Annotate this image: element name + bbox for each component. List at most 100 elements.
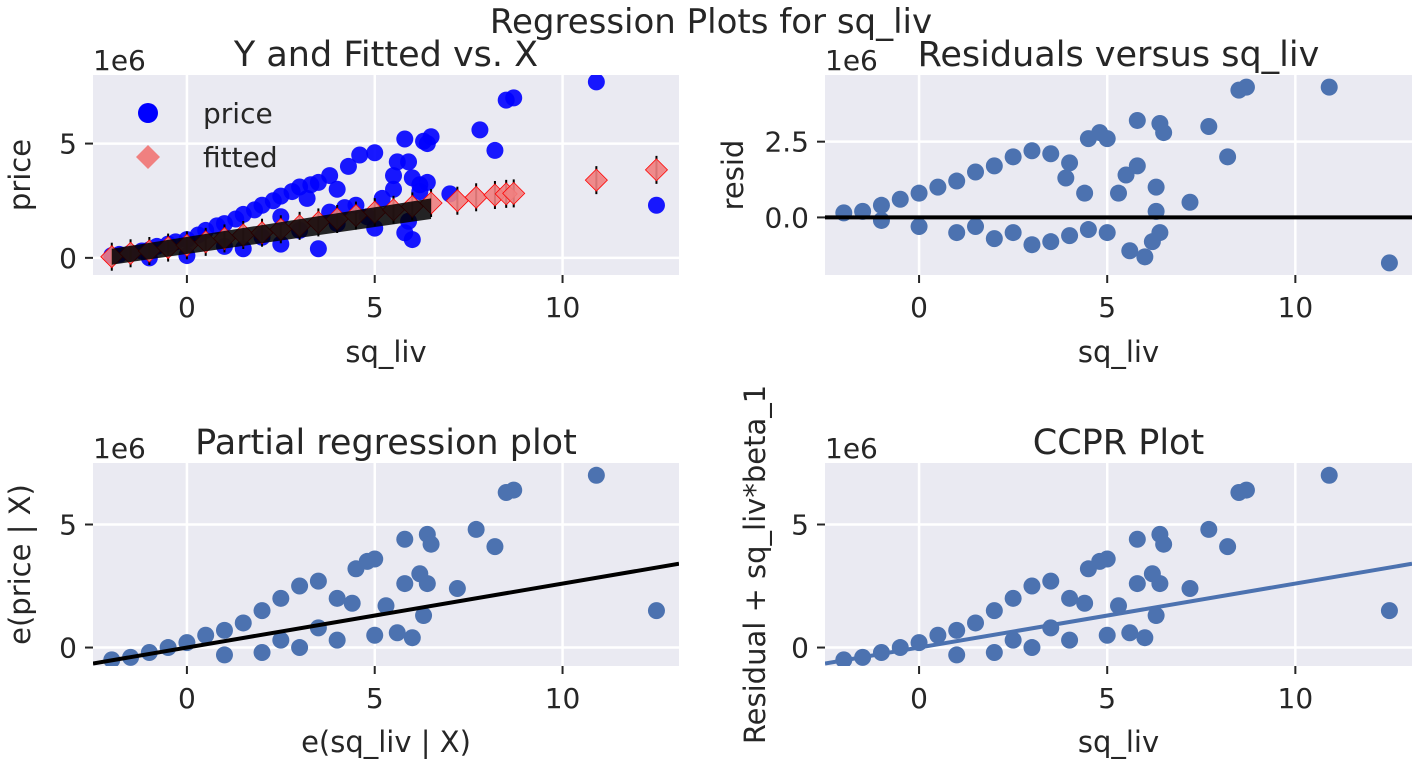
resid-point bbox=[1057, 169, 1075, 187]
figure-title: Regression Plots for sq_liv bbox=[490, 2, 932, 42]
yfitted-title: Y and Fitted vs. X bbox=[233, 35, 538, 75]
ccpr-point bbox=[1147, 607, 1165, 625]
ccpr-point bbox=[948, 621, 966, 639]
resid-point bbox=[985, 230, 1003, 248]
resid-point bbox=[1181, 193, 1199, 211]
partreg-point bbox=[215, 621, 233, 639]
partreg-xtick-label: 5 bbox=[366, 682, 384, 715]
ccpr-axes: 0 5 10 0 5 1e6 CCPR Plot sq_liv Residual + sq_li… bbox=[738, 385, 1412, 759]
yfitted-point bbox=[385, 180, 403, 198]
partreg-ytick-label: 0 bbox=[59, 632, 77, 665]
yfitted-ci-band bbox=[111, 198, 432, 265]
yfitted-y-offset-label: 1e6 bbox=[93, 44, 146, 77]
ccpr-point bbox=[1042, 572, 1060, 590]
ccpr-point bbox=[1076, 594, 1094, 612]
yfitted-point bbox=[396, 130, 414, 148]
partreg-point bbox=[486, 538, 504, 556]
legend-label-fitted: fitted bbox=[203, 141, 278, 174]
resid-point bbox=[1079, 221, 1097, 239]
resid-point bbox=[1380, 254, 1398, 272]
ccpr-ytick-label: 0 bbox=[791, 632, 809, 665]
partreg-point bbox=[396, 575, 414, 593]
partreg-ytick-label: 5 bbox=[59, 509, 77, 542]
resid-point bbox=[948, 224, 966, 242]
ccpr-point bbox=[1128, 575, 1146, 593]
partreg-point bbox=[366, 550, 384, 568]
partreg-point bbox=[403, 629, 421, 647]
partreg-point bbox=[377, 597, 395, 615]
resid-ytick-label: 2.5 bbox=[764, 126, 809, 159]
ccpr-data-layer bbox=[825, 466, 1412, 666]
resid-point bbox=[891, 190, 909, 208]
partreg-title: Partial regression plot bbox=[195, 423, 577, 463]
resid-point bbox=[1237, 78, 1255, 96]
resid-data-layer bbox=[825, 78, 1412, 272]
resid-point bbox=[872, 196, 890, 214]
ccpr-point bbox=[1023, 577, 1041, 595]
ccpr-point bbox=[1110, 597, 1127, 615]
ccpr-point bbox=[985, 602, 1003, 620]
ccpr-point bbox=[1004, 589, 1022, 607]
partreg-xtick-label: 10 bbox=[545, 682, 581, 715]
yfitted-point bbox=[505, 89, 523, 107]
resid-point bbox=[1117, 166, 1135, 184]
yfitted-point bbox=[647, 196, 665, 214]
yfitted-xtick-label: 5 bbox=[366, 291, 384, 324]
yfitted-point bbox=[587, 75, 605, 91]
yfitted-xtick-label: 0 bbox=[178, 291, 196, 324]
resid-point bbox=[1061, 154, 1079, 172]
partreg-point bbox=[422, 535, 440, 553]
legend-fitted-marker bbox=[136, 145, 160, 169]
ccpr-fit-line bbox=[825, 561, 1412, 666]
yfitted-data-layer bbox=[100, 75, 669, 271]
resid-axes: 0 5 10 0.0 2.5 1e6 Residuals versus sq_liv sq_l… bbox=[716, 35, 1412, 369]
partreg-plot-area bbox=[93, 463, 679, 666]
yfitted-point bbox=[486, 141, 504, 159]
ccpr-ytick-label: 5 bbox=[791, 509, 809, 542]
ccpr-title: CCPR Plot bbox=[1033, 423, 1204, 463]
resid-ylabel: resid bbox=[716, 140, 750, 211]
partreg-fit-line bbox=[93, 561, 679, 666]
ccpr-point bbox=[929, 626, 947, 644]
ccpr-point bbox=[1128, 530, 1146, 548]
partreg-point bbox=[291, 577, 309, 595]
resid-point bbox=[1023, 236, 1041, 254]
ccpr-point bbox=[1098, 550, 1116, 568]
resid-point bbox=[1061, 227, 1079, 245]
yfitted-ytick-label: 5 bbox=[59, 128, 77, 161]
partreg-point bbox=[234, 614, 252, 632]
partreg-y-offset-label: 1e6 bbox=[93, 432, 146, 465]
partreg-point bbox=[253, 602, 271, 620]
resid-point bbox=[1219, 148, 1237, 166]
ccpr-point bbox=[1121, 624, 1139, 642]
resid-point bbox=[1098, 130, 1116, 148]
partreg-point bbox=[197, 626, 215, 644]
ccpr-point bbox=[1061, 589, 1079, 607]
resid-point bbox=[1121, 242, 1139, 260]
yfitted-ylabel: price bbox=[3, 139, 37, 211]
resid-point bbox=[1042, 233, 1060, 251]
resid-y-offset-label: 1e6 bbox=[825, 44, 878, 77]
resid-point bbox=[1042, 145, 1060, 163]
resid-point bbox=[967, 163, 985, 181]
yfitted-fitted-point bbox=[445, 189, 469, 213]
partreg-point bbox=[467, 520, 485, 538]
resid-point bbox=[1076, 184, 1094, 202]
resid-ytick-label: 0.0 bbox=[764, 201, 809, 234]
ccpr-point bbox=[1151, 575, 1169, 593]
ccpr-point bbox=[1219, 538, 1237, 556]
ccpr-point bbox=[1023, 639, 1041, 657]
ccpr-point bbox=[967, 614, 985, 632]
partreg-ylabel: e(price | X) bbox=[3, 484, 37, 645]
resid-point bbox=[1023, 142, 1041, 160]
partreg-point bbox=[587, 466, 605, 484]
resid-point bbox=[1004, 224, 1022, 242]
yfitted-point bbox=[385, 167, 403, 185]
yfitted-fitted-point bbox=[464, 185, 488, 209]
partreg-point bbox=[396, 530, 414, 548]
ccpr-ylabel: Residual + sq_liv*beta_1 bbox=[738, 385, 772, 744]
ccpr-plot-area bbox=[825, 463, 1412, 666]
partreg-axes: 0 5 10 0 5 1e6 Partial regression plot e(sq_liv… bbox=[3, 423, 679, 759]
